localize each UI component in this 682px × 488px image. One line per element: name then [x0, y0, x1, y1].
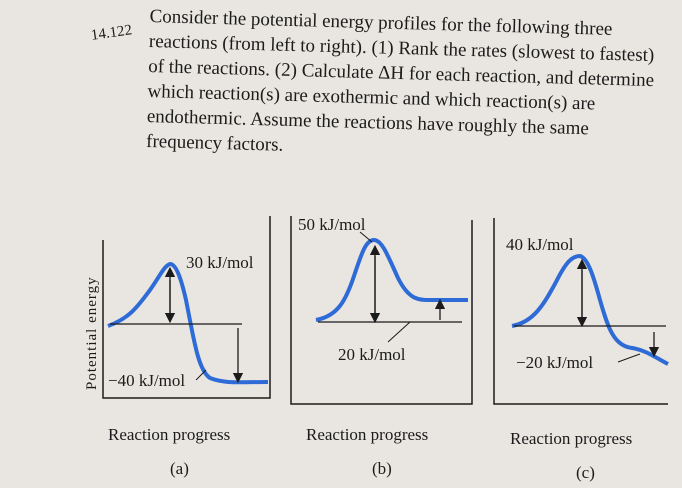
panel-label-c: (c) — [576, 463, 595, 482]
profile-panel-b: 50 kJ/mol 20 kJ/mol Reaction progress (b… — [290, 215, 473, 478]
delta-h-label-b: 20 kJ/mol — [338, 345, 406, 364]
panel-label-a: (a) — [170, 459, 189, 478]
delta-leader-c — [617, 353, 641, 363]
y-axis-label: Potential energy — [84, 276, 100, 390]
axis-frame-b — [290, 216, 473, 405]
delta-h-label-c: −20 kJ/mol — [516, 353, 593, 372]
energy-curve-c — [511, 253, 669, 366]
delta-leader-b — [387, 321, 411, 343]
delta-leader-a — [195, 369, 207, 381]
profile-panel-a: 30 kJ/mol −40 kJ/mol Reaction progress (… — [102, 216, 271, 478]
x-axis-label-b: Reaction progress — [306, 425, 428, 444]
axis-frame-a — [102, 216, 271, 399]
activation-energy-label-a: 30 kJ/mol — [186, 253, 254, 272]
x-axis-label-c: Reaction progress — [510, 429, 632, 448]
x-axis-label-a: Reaction progress — [108, 425, 230, 444]
activation-energy-label-b: 50 kJ/mol — [298, 215, 366, 234]
activation-energy-label-c: 40 kJ/mol — [506, 235, 574, 254]
activation-leader-b — [359, 231, 373, 243]
panel-label-b: (b) — [372, 459, 392, 478]
energy-curve-a — [107, 261, 269, 385]
axis-frame-c — [493, 218, 668, 405]
profile-panel-c: 40 kJ/mol −20 kJ/mol Reaction progress (… — [493, 218, 669, 482]
energy-curve-b — [315, 237, 468, 322]
delta-h-label-a: −40 kJ/mol — [108, 371, 185, 390]
